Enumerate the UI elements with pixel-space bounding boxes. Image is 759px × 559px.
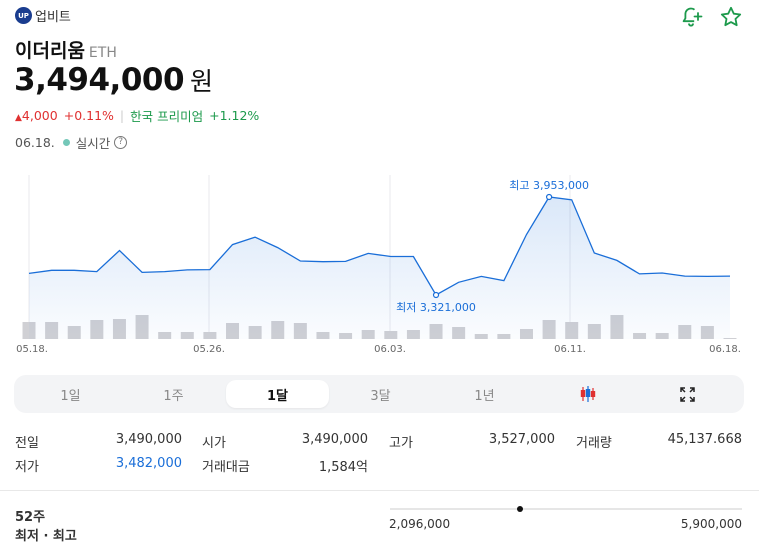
tab-1d[interactable]: 1일 <box>60 388 81 404</box>
extreme-marker <box>545 193 553 201</box>
price-value: 3,494,000 <box>14 62 185 98</box>
x-tick-label: 06.03. <box>374 344 406 355</box>
high-value: 3,527,000 <box>488 432 555 447</box>
period-tabs: 1일 1주 1달 3달 1년 <box>14 375 744 413</box>
current-price: 3,494,000 원 <box>14 62 213 98</box>
candlestick-toggle[interactable] <box>536 380 639 408</box>
volume-label: 거래량 <box>576 436 612 451</box>
x-tick-label: 05.26. <box>193 344 225 355</box>
change-amount: ▲4,000 <box>15 108 58 123</box>
open-label: 시가 <box>202 436 226 451</box>
volume-value: 45,137.668 <box>667 432 742 447</box>
extreme-marker <box>432 291 440 299</box>
price-date: 06.18. <box>15 135 55 150</box>
date-row: 06.18. 실시간 ? <box>15 133 128 152</box>
week52-current-marker <box>517 506 524 512</box>
help-icon[interactable]: ? <box>114 136 128 149</box>
coin-symbol: ETH <box>88 45 117 61</box>
separator: | <box>119 108 125 123</box>
chart-annotations: 최고 3,953,000 최저 3,321,000 <box>396 179 589 314</box>
open-value: 3,490,000 <box>301 432 368 447</box>
price-area <box>29 197 730 339</box>
chart-high-label: 최고 3,953,000 <box>509 179 589 192</box>
x-tick-label: 06.11. <box>554 344 586 355</box>
section-divider <box>0 490 759 491</box>
price-line <box>28 196 731 296</box>
chart-low-label: 최저 3,321,000 <box>396 301 476 314</box>
week52-low: 2,096,000 <box>389 517 451 531</box>
change-percent: +0.11% <box>63 108 114 123</box>
tab-1y[interactable]: 1년 <box>474 388 495 404</box>
coin-name: 이더리움 ETH <box>15 36 117 63</box>
live-dot-icon <box>62 139 70 146</box>
expand-toggle[interactable] <box>636 380 739 408</box>
premium-label: 한국 프리미엄 <box>130 109 204 124</box>
tab-3m[interactable]: 3달 <box>370 388 391 404</box>
price-chart[interactable]: 최고 3,953,000 최저 3,321,000 05.18. 05.26. 06.… <box>0 165 759 360</box>
bell-plus-icon[interactable] <box>679 5 703 29</box>
week52-label: 52주 최저 · 최고 <box>15 508 77 546</box>
exchange-logo: UP <box>15 7 32 24</box>
low-value: 3,482,000 <box>115 456 182 471</box>
week52-title: 52주 <box>15 510 46 525</box>
prev-close-label: 전일 <box>15 436 39 451</box>
candlestick-chart-icon <box>580 386 595 402</box>
prev-close-value: 3,490,000 <box>115 432 182 447</box>
price-unit: 원 <box>190 67 213 96</box>
exchange-name: 업비트 <box>35 10 71 25</box>
tab-1m[interactable]: 1달 <box>226 380 329 408</box>
change-row: ▲4,000 +0.11% | 한국 프리미엄 +1.12% <box>15 106 259 125</box>
coin-name-text: 이더리움 <box>15 40 85 62</box>
star-icon[interactable] <box>719 5 743 29</box>
trade-amount-value: 1,584억 <box>318 460 368 475</box>
week52-high: 5,900,000 <box>680 517 742 531</box>
week52-subtitle: 최저 · 최고 <box>15 529 77 544</box>
change-amount-text: 4,000 <box>21 108 58 123</box>
tab-1w[interactable]: 1주 <box>163 388 184 404</box>
x-tick-label: 05.18. <box>16 344 48 355</box>
trade-amount-label: 거래대금 <box>202 460 250 475</box>
up-arrow-icon: ▲ <box>15 113 22 123</box>
premium-value: +1.12% <box>209 108 260 123</box>
week52-range-track <box>390 508 742 510</box>
expand-icon <box>680 386 695 402</box>
x-tick-label: 06.18. <box>709 344 741 355</box>
x-axis-labels: 05.18. 05.26. 06.03. 06.11. 06.18. <box>16 344 741 355</box>
low-label: 저가 <box>15 460 39 475</box>
high-label: 고가 <box>389 436 413 451</box>
realtime-label: 실시간 <box>75 136 111 151</box>
